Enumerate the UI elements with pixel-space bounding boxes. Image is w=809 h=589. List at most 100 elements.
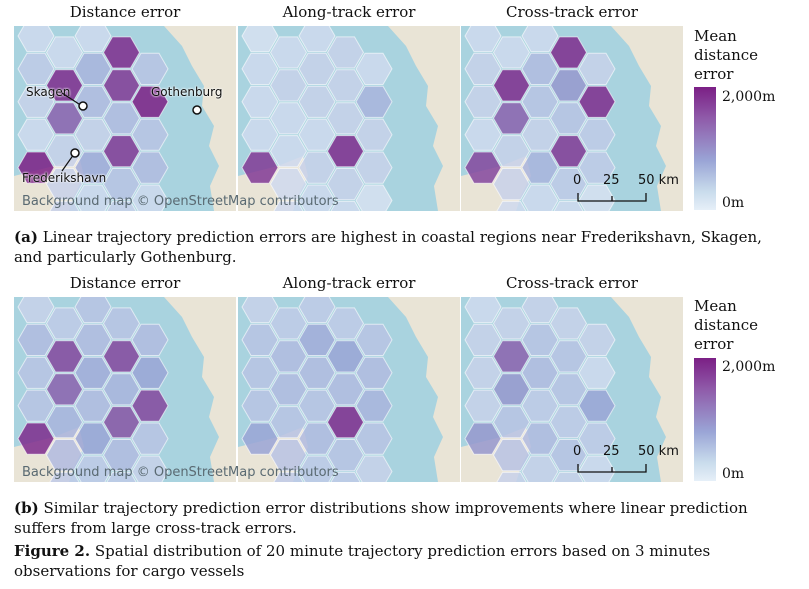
hex-cell [17,26,55,53]
caption-b-text: Similar trajectory prediction error dist… [14,499,748,537]
panel-title-a-along: Along-track error [282,3,416,21]
place-label-skagen: Skagen [26,85,71,99]
hex-cell [521,422,559,455]
hexmap-b-along [238,297,460,482]
caption-a-text: Linear trajectory prediction errors are … [14,228,762,266]
hex-cell [496,200,527,211]
map-b-along [238,297,460,482]
hex-cell [269,373,308,406]
caption-b-label: (b) [14,499,39,517]
hex-cell [269,69,308,102]
hex-cell [330,200,361,211]
hex-cell [17,356,55,389]
hex-cell [102,439,141,472]
hex-cell [492,406,531,439]
legend-max-a: 2,000m [722,89,776,105]
hex-cell [355,356,393,389]
hex-cell [269,307,308,340]
caption-a: (a) Linear trajectory prediction errors … [14,227,780,267]
hex-cell [241,389,279,422]
hex-cell [549,406,588,439]
hex-cell [131,151,169,184]
hex-cell [269,102,308,135]
hex-cell [549,102,588,135]
legend-title-line: error [694,335,734,353]
hex-cell [549,69,588,102]
legend-title-line: Mean [694,27,737,45]
hex-cell [74,297,112,324]
hex-cell [269,340,308,373]
legend-title-line: error [694,65,734,83]
hex-cell [496,471,527,482]
hex-cell [326,36,365,69]
hex-cell [131,118,169,151]
land-sweden [611,297,683,482]
hexmap-a-distance [14,26,236,211]
hex-cell [131,184,169,211]
hex-cell [241,297,279,324]
land-sweden [164,297,236,482]
hex-cell [464,389,502,422]
hex-cell [521,389,559,422]
hex-cell [326,135,365,168]
hex-cell [74,151,112,184]
scale-bar-a [577,193,647,202]
map-b-cross [461,297,683,482]
hex-cell [241,151,279,184]
land-sweden [388,297,460,482]
hex-cell [578,85,616,118]
hex-cell [298,52,336,85]
hex-cell [241,356,279,389]
hex-cell [298,389,336,422]
scale-label-25-a: 25 [603,173,620,188]
map-credit-b: Background map © OpenStreetMap contribut… [22,465,339,480]
hex-cell [355,184,393,211]
map-a-cross [461,26,683,211]
hexmap-a-cross [461,26,683,211]
hex-cell [131,52,169,85]
hex-cell [269,135,308,168]
hex-cell [355,389,393,422]
hex-cell [131,323,169,356]
legend-title-line: distance [694,316,759,334]
hex-cell [578,323,616,356]
hex-cell [102,69,141,102]
hex-cell [298,151,336,184]
hex-cell [549,36,588,69]
legend-colorbar-b [694,358,716,481]
hex-cell [326,69,365,102]
hex-cell [330,471,361,482]
legend-max-b: 2,000m [722,359,776,375]
hex-cell [355,52,393,85]
hex-cell [298,85,336,118]
legend-min-b: 0m [722,466,745,482]
hex-cell [492,69,531,102]
hex-cell [355,85,393,118]
hexmap-b-distance [14,297,236,482]
hex-cell [45,36,84,69]
legend-title-line: Mean [694,297,737,315]
legend-colorbar-a [694,87,716,210]
hex-cell [521,455,559,482]
hex-cell [492,307,531,340]
hex-cell [102,340,141,373]
figure-caption-text: Spatial distribution of 20 minute trajec… [14,542,711,580]
hex-cell [49,471,80,482]
scale-label-50-b: 50 km [638,444,679,459]
figure-caption-label: Figure 2. [14,542,91,560]
hex-cell [241,323,279,356]
hex-cell [326,168,365,201]
hex-cell [241,85,279,118]
hex-cell [492,373,531,406]
hex-cell [464,323,502,356]
hex-cell [578,422,616,455]
hex-cell [492,102,531,135]
hex-cell [298,455,336,482]
hex-cell [521,297,559,324]
hex-cell [326,373,365,406]
hex-cell [74,455,112,482]
hex-cell [549,307,588,340]
hex-cell [298,323,336,356]
hex-cell [45,340,84,373]
hex-cell [17,323,55,356]
